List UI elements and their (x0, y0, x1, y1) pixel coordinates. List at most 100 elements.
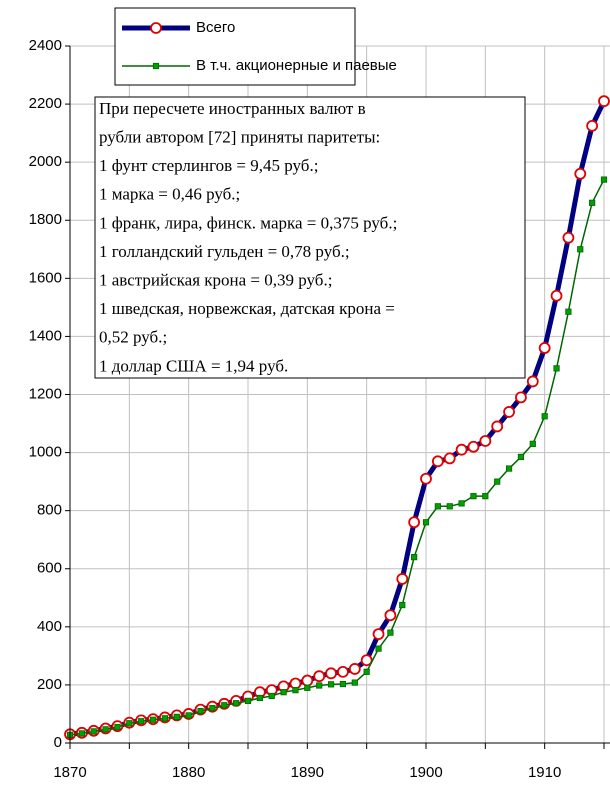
marker (420, 472, 432, 485)
annotation-box (94, 96, 526, 379)
y-tick-label: 1400 (29, 327, 62, 344)
marker (90, 728, 97, 735)
annotation-line: 1 марка = 0,46 руб.; (99, 185, 240, 204)
marker (339, 680, 347, 688)
marker (197, 707, 204, 715)
marker (491, 420, 504, 433)
marker (479, 435, 492, 447)
marker (411, 554, 418, 561)
marker (138, 718, 145, 725)
marker (446, 503, 453, 510)
y-tick-label: 1800 (29, 211, 62, 228)
marker (434, 503, 441, 510)
marker (304, 684, 311, 691)
marker (173, 713, 180, 720)
marker (541, 413, 548, 420)
marker (384, 609, 397, 622)
marker (126, 720, 133, 727)
marker (114, 723, 121, 731)
marker (515, 391, 527, 404)
y-tick-label: 800 (37, 502, 62, 519)
marker (78, 730, 85, 737)
marker (422, 519, 430, 526)
y-tick-label: 2400 (29, 37, 62, 54)
marker (337, 665, 349, 678)
marker (363, 668, 370, 675)
y-tick-label: 0 (54, 734, 62, 751)
y-tick-label: 2000 (29, 153, 62, 170)
marker (589, 199, 596, 206)
x-tick-label: 1870 (53, 764, 86, 781)
marker (209, 705, 216, 712)
annotation-line: При пересчете иностранных валют в (99, 99, 366, 118)
annotation-line: 1 голландский гульден = 0,78 руб.; (99, 242, 350, 261)
x-tick-label: 1910 (528, 764, 561, 781)
marker (360, 654, 373, 667)
y-tick-label: 1600 (29, 269, 62, 286)
legend-box (114, 7, 356, 86)
marker (443, 452, 456, 465)
marker (292, 687, 299, 694)
legend-label: Всего (196, 19, 235, 36)
y-tick-label: 2200 (29, 95, 62, 112)
marker (408, 516, 421, 529)
marker (526, 375, 539, 388)
marker (161, 715, 169, 722)
marker (562, 231, 575, 244)
annotation-line: рубли автором [72] приняты паритеты: (99, 128, 380, 147)
marker (325, 667, 337, 680)
marker (268, 692, 275, 700)
marker (565, 308, 572, 315)
marker (574, 167, 587, 180)
y-tick-label: 1000 (29, 444, 62, 461)
marker (494, 478, 501, 485)
marker (586, 119, 599, 132)
marker (399, 601, 406, 609)
marker (538, 342, 551, 354)
marker (396, 573, 409, 585)
marker (280, 689, 287, 696)
marker (503, 406, 515, 418)
legend-marker (152, 62, 160, 70)
y-tick-label: 400 (37, 618, 62, 635)
marker (387, 629, 394, 636)
marker (351, 679, 358, 686)
marker (316, 682, 323, 689)
marker (256, 694, 263, 702)
marker (348, 663, 361, 675)
x-tick-label: 1880 (172, 764, 205, 781)
marker (233, 700, 240, 707)
series-line (69, 179, 605, 736)
y-tick-label: 200 (37, 676, 62, 693)
annotation-line: 1 шведская, норвежская, датская крона = (99, 299, 395, 318)
marker (529, 440, 536, 447)
marker (467, 440, 480, 453)
marker (327, 681, 335, 688)
marker (598, 95, 610, 108)
marker (221, 702, 228, 709)
marker (458, 500, 465, 507)
marker (550, 289, 563, 302)
legend-label: В т.ч. акционерные и паевые (196, 57, 397, 74)
marker (185, 712, 192, 719)
marker (431, 455, 444, 468)
annotation-line: 0,52 руб.; (99, 328, 167, 347)
y-tick-label: 600 (37, 560, 62, 577)
marker (102, 726, 109, 733)
marker (470, 493, 477, 500)
marker (505, 465, 513, 472)
y-tick-label: 1200 (29, 385, 62, 402)
marker (553, 365, 560, 372)
marker (301, 674, 314, 687)
annotation-line: 1 франк, лира, финск. марка = 0,375 руб.… (99, 213, 397, 232)
marker (313, 670, 326, 683)
marker (244, 697, 252, 704)
marker (372, 628, 385, 640)
x-tick-label: 1900 (409, 764, 442, 781)
marker (482, 493, 489, 500)
marker (455, 443, 468, 456)
x-tick-label: 1890 (291, 764, 324, 781)
legend-marker (150, 22, 162, 34)
marker (517, 453, 525, 461)
